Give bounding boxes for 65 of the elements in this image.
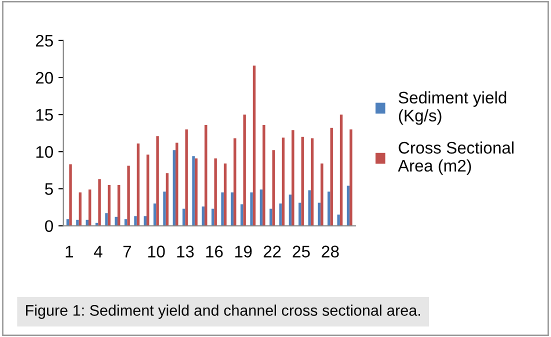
bar — [146, 154, 150, 226]
bar — [166, 173, 169, 226]
bar — [279, 204, 282, 226]
bar — [136, 143, 140, 226]
bar — [163, 192, 166, 226]
y-tick-label: 0 — [45, 220, 53, 232]
bar — [134, 216, 137, 226]
bar — [88, 189, 92, 226]
bar — [250, 192, 253, 226]
x-tick-label: 25 — [292, 246, 310, 258]
bar — [350, 129, 352, 226]
bar — [346, 186, 350, 226]
bar — [192, 156, 195, 226]
bar — [204, 124, 208, 226]
x-tick-label: 19 — [235, 246, 252, 258]
bar — [328, 192, 330, 226]
x-tick-label: 28 — [322, 246, 339, 258]
bar — [78, 192, 82, 226]
x-tick-label: 22 — [264, 246, 281, 258]
bar — [156, 136, 159, 226]
bar — [127, 166, 130, 226]
x-tick-label: 7 — [123, 246, 131, 258]
caption: Figure 1: Sediment yield and channel cross sectional area. — [26, 304, 420, 319]
bar — [330, 128, 333, 226]
y-tick-label: 25 — [36, 34, 53, 47]
bar — [118, 185, 120, 226]
bar — [76, 220, 79, 226]
bar — [292, 130, 294, 226]
x-tick-label: 16 — [206, 246, 223, 258]
y-tick-label: 5 — [45, 183, 53, 195]
bar — [185, 129, 188, 226]
bar — [172, 150, 176, 226]
bar — [282, 138, 285, 226]
bar — [108, 185, 111, 226]
bar — [337, 214, 340, 226]
bar — [301, 136, 304, 226]
x-tick-label: 1 — [66, 246, 73, 258]
bar — [194, 158, 198, 226]
bar — [224, 164, 227, 226]
legend-label: Sediment yield (Kg/s) — [398, 91, 506, 125]
bar — [252, 66, 256, 226]
bar — [234, 138, 236, 226]
bar — [320, 164, 324, 226]
bar — [340, 114, 343, 226]
bar — [310, 138, 314, 226]
bar — [262, 124, 266, 226]
bar — [69, 164, 72, 226]
bar — [214, 158, 217, 226]
bar — [272, 150, 275, 226]
bar — [221, 192, 224, 226]
bar — [243, 114, 246, 226]
x-tick-label: 4 — [94, 246, 102, 258]
bar — [288, 194, 292, 226]
bar — [98, 179, 101, 226]
x-tick-label: 13 — [177, 246, 194, 258]
x-tick-label: 10 — [148, 246, 165, 258]
y-tick-label: 15 — [36, 109, 53, 121]
bar — [105, 213, 108, 226]
y-tick-label: 10 — [36, 146, 53, 158]
legend-label: Cross Sectional Area (m2) — [398, 141, 514, 175]
bar — [176, 142, 178, 226]
y-tick-label: 20 — [36, 72, 53, 84]
bar — [308, 190, 311, 226]
bar — [260, 189, 263, 226]
bar — [230, 192, 234, 226]
